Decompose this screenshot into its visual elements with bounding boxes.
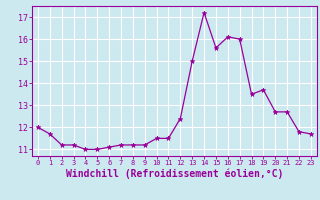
X-axis label: Windchill (Refroidissement éolien,°C): Windchill (Refroidissement éolien,°C) — [66, 169, 283, 179]
